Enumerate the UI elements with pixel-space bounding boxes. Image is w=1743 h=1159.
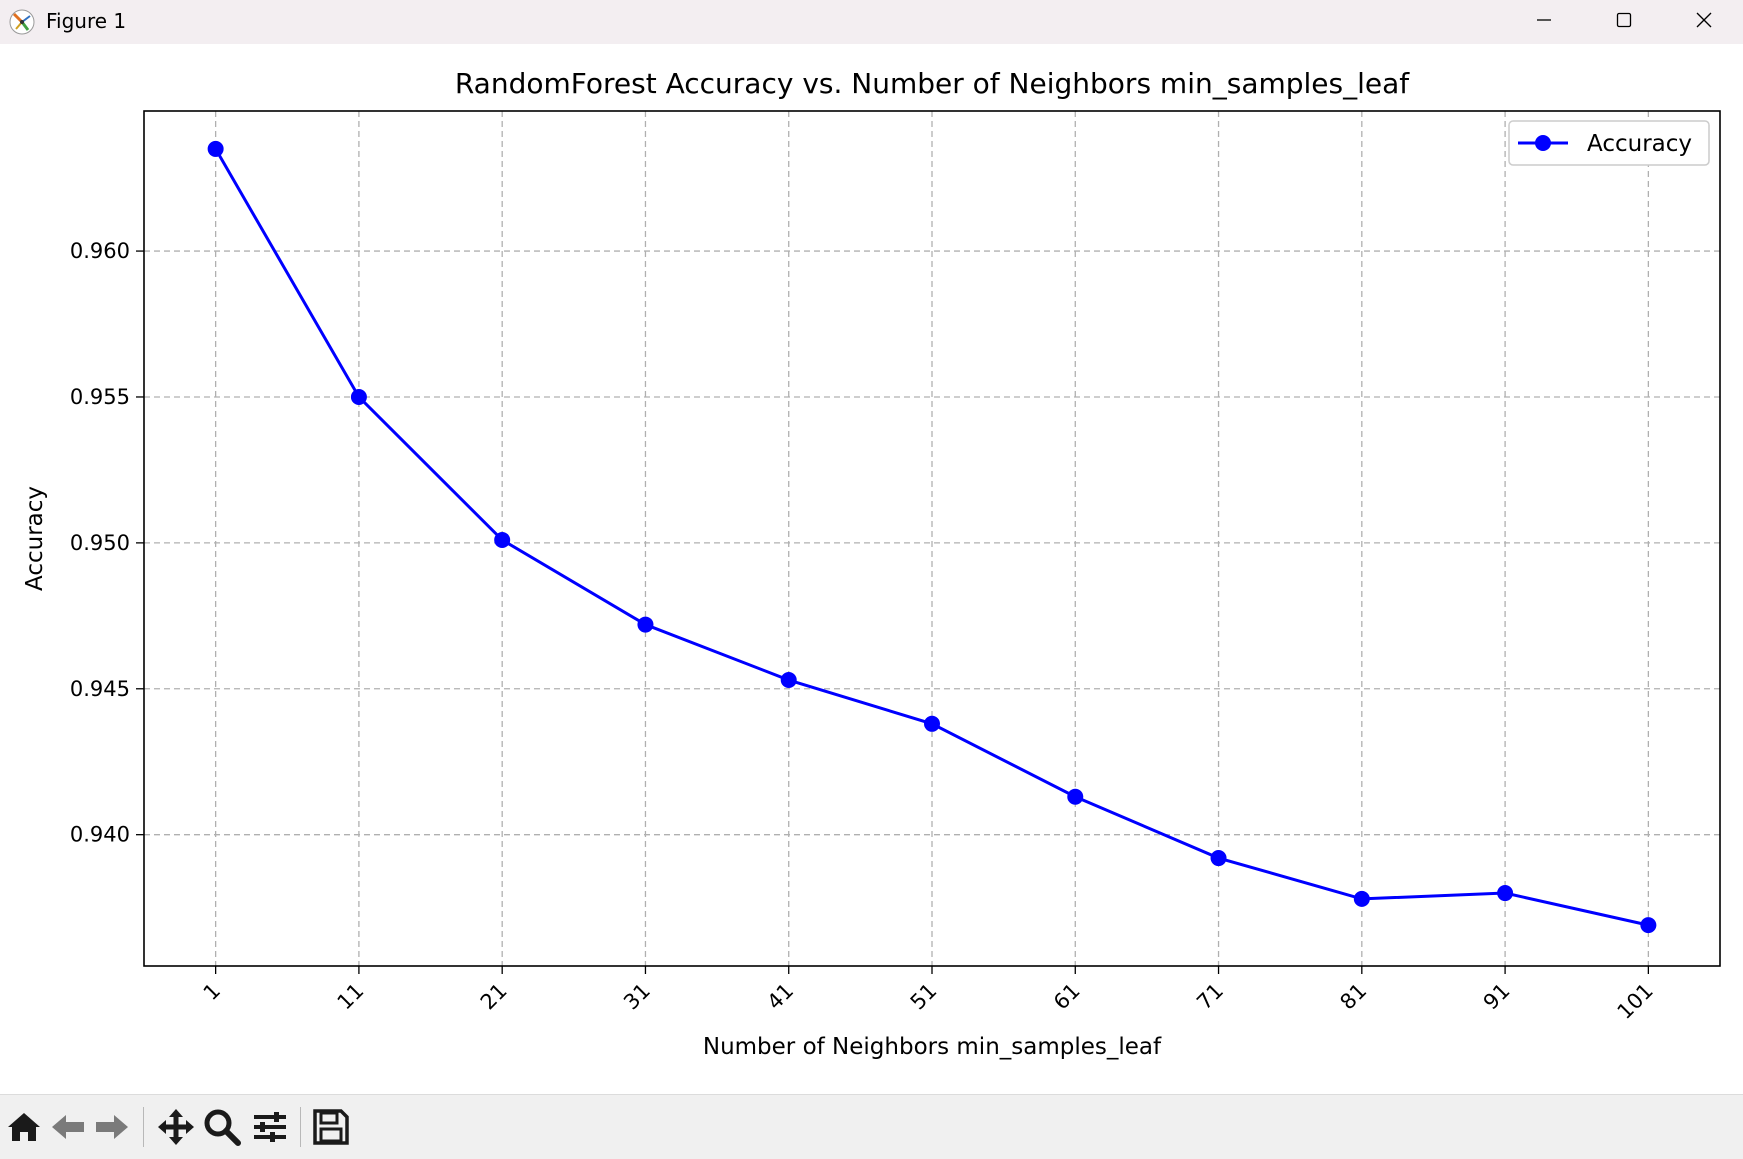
forward-button[interactable] xyxy=(90,1105,134,1149)
x-tick-label: 51 xyxy=(906,979,942,1015)
home-icon xyxy=(8,1113,40,1141)
x-tick-label: 71 xyxy=(1192,979,1228,1015)
back-button[interactable] xyxy=(46,1105,90,1149)
toolbar-separator xyxy=(143,1107,144,1147)
pan-icon xyxy=(158,1109,194,1145)
y-axis-label: Accuracy xyxy=(22,486,48,591)
x-tick-label: 21 xyxy=(476,979,512,1015)
y-tick-label: 0.940 xyxy=(70,823,130,847)
legend-label: Accuracy xyxy=(1587,131,1692,157)
ticks: 1 11 21 31 41 51 61 71 81 91 1010.9400.9450.9500.9… xyxy=(70,239,1658,1024)
zoom-icon xyxy=(204,1109,241,1146)
legend: Accuracy xyxy=(1508,120,1710,166)
x-tick-label: 91 xyxy=(1479,979,1515,1015)
data-point xyxy=(1640,917,1657,934)
y-tick-label: 0.950 xyxy=(70,531,130,555)
y-tick-label: 0.955 xyxy=(70,385,130,409)
x-tick-label: 101 xyxy=(1613,979,1658,1024)
window-title: Figure 1 xyxy=(46,9,127,33)
grid-lines xyxy=(144,111,1720,966)
zoom-button[interactable] xyxy=(200,1105,244,1149)
matplotlib-app-icon xyxy=(8,8,36,36)
navigation-toolbar xyxy=(0,1094,1743,1159)
forward-arrow-icon xyxy=(96,1115,128,1139)
series-layer xyxy=(207,140,1657,934)
data-point xyxy=(780,672,797,689)
data-point xyxy=(350,388,367,405)
x-tick-label: 31 xyxy=(619,979,655,1015)
data-point xyxy=(1067,788,1084,805)
close-icon xyxy=(1696,12,1712,28)
x-tick-label: 41 xyxy=(762,979,798,1015)
pan-button[interactable] xyxy=(154,1105,198,1149)
back-arrow-icon xyxy=(52,1115,84,1139)
axes-frame xyxy=(143,110,1721,967)
minimize-icon xyxy=(1537,19,1551,21)
data-point xyxy=(637,616,654,633)
configure-subplots-button[interactable] xyxy=(248,1105,292,1149)
legend-box xyxy=(1508,120,1710,166)
data-point xyxy=(1210,850,1227,867)
y-tick-label: 0.945 xyxy=(70,677,130,701)
figure-canvas[interactable]: 1 11 21 31 41 51 61 71 81 91 101 0.940 0.945 0.950 0.9… xyxy=(0,44,1743,1094)
save-button[interactable] xyxy=(309,1105,353,1149)
data-point xyxy=(207,140,224,157)
chart-title: RandomForest Accuracy vs. Number of Neig… xyxy=(455,67,1410,100)
x-tick-label: 11 xyxy=(333,979,369,1015)
x-tick-label: 61 xyxy=(1049,979,1085,1015)
data-point xyxy=(1497,885,1514,902)
save-icon xyxy=(313,1109,349,1145)
window-titlebar: Figure 1 xyxy=(0,0,1743,44)
home-button[interactable] xyxy=(2,1105,46,1149)
x-tick-label: 81 xyxy=(1335,979,1371,1015)
close-button[interactable] xyxy=(1664,0,1743,40)
line-chart: 1 11 21 31 41 51 61 71 81 91 1010.9400.9450.9500.9… xyxy=(22,67,1721,1060)
legend-marker xyxy=(1535,135,1551,151)
data-point xyxy=(924,715,940,732)
minimize-button[interactable] xyxy=(1504,0,1584,40)
toolbar-separator xyxy=(300,1107,301,1147)
data-point xyxy=(1353,890,1370,907)
configure-subplots-icon xyxy=(254,1112,286,1142)
maximize-icon xyxy=(1616,12,1632,28)
data-point xyxy=(494,531,511,548)
x-axis-label: Number of Neighbors min_samples_leaf xyxy=(703,1034,1162,1060)
x-tick-label: 1 xyxy=(199,979,225,1005)
y-tick-label: 0.960 xyxy=(70,239,130,263)
maximize-button[interactable] xyxy=(1584,0,1664,40)
